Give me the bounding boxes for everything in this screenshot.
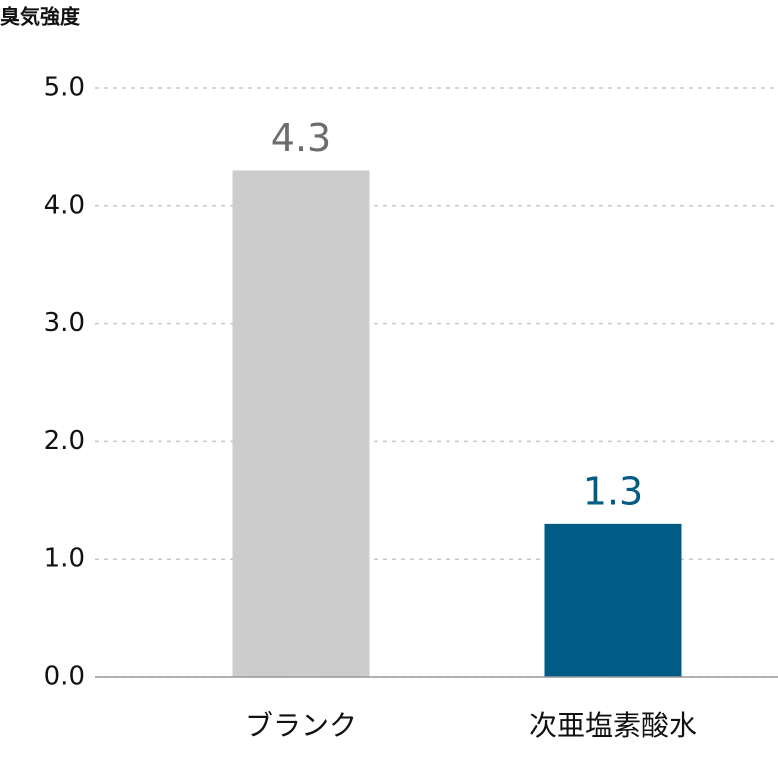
y-tick-label: 5.0 [44,73,85,103]
y-tick-label: 2.0 [44,426,85,456]
y-axis-title: 臭気強度 [0,5,81,29]
y-tick-label: 1.0 [44,544,85,574]
value-label: 1.3 [583,469,643,513]
y-tick-label: 4.0 [44,190,85,220]
bar [544,523,682,677]
value-label: 4.3 [271,116,331,160]
x-tick-label: ブランク [245,709,357,742]
y-tick-label: 0.0 [44,662,85,692]
y-tick-label: 3.0 [44,308,85,338]
bar [232,170,370,677]
x-tick-label: 次亜塩素酸水 [529,709,697,742]
